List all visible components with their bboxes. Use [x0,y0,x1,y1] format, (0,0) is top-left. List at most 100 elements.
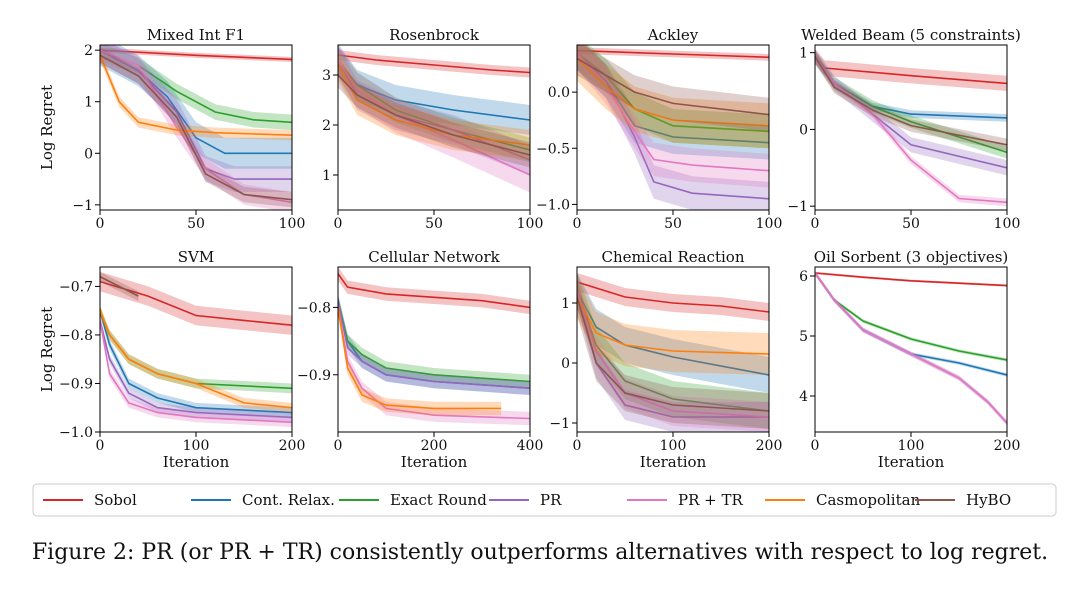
band-exact-round [338,293,530,389]
y-tick-label: 5 [799,329,808,345]
chart-title: Rosenbrock [389,26,480,44]
series-line-casmopolitan [100,310,292,409]
y-tick-label: 1 [799,46,808,62]
y-axis-label: Log Regret [38,85,56,170]
legend: Sobol Cont. Relax. Exact Round PR PR + TR Cas… [32,483,1057,517]
band-sobol [577,273,769,321]
series-line-pr-tr [338,307,530,420]
chart-title: Oil Sorbent (3 objectives) [814,248,1009,266]
plot-area [100,271,292,428]
y-tick-label: 1 [322,168,331,184]
band-pr-tr [577,45,769,188]
band-sobol [338,267,530,315]
band-cont-relax [100,305,292,418]
legend-label: Exact Round [390,491,487,509]
x-tick-label: 200 [421,438,448,454]
band-hybo [100,47,292,208]
series-line-casmopolitan [577,57,769,127]
band-sobol [815,48,1007,91]
panel-rosenbrock: Rosenbrock 0 50 100 1 2 3 [322,26,543,232]
band-sobol [100,271,292,335]
legend-label: PR [540,491,562,509]
plot-area [338,267,530,426]
x-tick-label: 100 [517,216,544,232]
y-tick-label: 0 [561,356,570,372]
legend-item-casmopolitan: Casmopolitan [765,491,921,509]
legend-item-pr: PR [489,491,562,509]
chart-title: SVM [178,248,214,266]
y-tick-label: 6 [799,269,808,285]
x-axis-label: Iteration [163,453,230,471]
legend-item-pr-tr: PR + TR [627,491,743,509]
y-tick-label: −0.9 [59,376,93,392]
series-line-pr [100,320,292,419]
y-tick-label: −0.8 [297,300,331,316]
panel-ackley: Ackley 0 50 100 −1.0 −0.5 0.0 [536,26,782,232]
band-cont-relax [577,273,769,393]
series-line-sobol [100,280,292,326]
series-line-sobol [100,49,292,61]
x-tick-label: 50 [664,216,682,232]
series-line-pr [338,300,530,389]
band-cont-relax [815,271,1007,377]
series-line-hybo [100,275,139,297]
legend-label: HyBO [966,491,1011,509]
series-line-hybo [100,54,292,201]
series-line-hybo [338,74,530,156]
series-line-exact-round [815,272,1007,361]
series-line-casmopolitan [577,296,769,355]
plot-area [815,48,1007,207]
y-tick-label: −1.0 [536,197,570,213]
y-axis-label: Log Regret [38,307,56,392]
band-casmopolitan [100,50,292,141]
legend-box [32,483,1057,517]
band-pr [338,293,530,395]
x-tick-label: 100 [994,216,1021,232]
panel-cellular-network: Cellular Network 0 200 400 −0.9 −0.8 Iteration [297,248,543,471]
x-axis-label: Iteration [640,453,707,471]
chart-title: Chemical Reaction [602,248,745,266]
panel-svm: SVM 0 100 200 −1.0 −0.9 −0.8 −0.7 Iteration Log R… [38,248,305,471]
x-tick-label: 200 [279,438,306,454]
plot-area [815,270,1007,426]
series-line-pr [815,272,1007,424]
x-tick-label: 50 [425,216,443,232]
legend-label: Cont. Relax. [242,491,335,509]
band-casmopolitan [338,300,502,416]
series-line-cont-relax [815,272,1007,376]
legend-label: Casmopolitan [816,491,921,509]
series-line-casmopolitan [100,54,292,136]
y-tick-label: −1 [549,416,570,432]
y-tick-label: 1 [561,296,570,312]
x-tick-label: 0 [334,216,343,232]
plot-frame [814,266,1008,433]
y-tick-label: 2 [322,118,331,134]
chart-title: Ackley [647,26,699,44]
series-line-casmopolitan [338,307,502,410]
band-cont-relax [338,293,530,395]
x-tick-label: 0 [96,216,105,232]
band-casmopolitan [100,305,292,413]
y-tick-label: −0.5 [536,141,570,157]
x-tick-label: 0 [573,438,582,454]
series-line-sobol [815,272,1007,287]
y-tick-label: −1.0 [59,425,93,441]
legend-label: PR + TR [678,491,743,509]
plot-area [577,273,769,432]
series-line-sobol [338,273,530,309]
legend-label: Sobol [94,491,137,509]
band-pr [577,45,769,210]
y-tick-label: 0 [84,146,93,162]
band-pr-tr [338,45,530,193]
band-hybo [577,279,769,429]
band-cont-relax [338,45,530,135]
figure-caption: Figure 2: PR (or PR + TR) consistently o… [31,540,1049,565]
legend-item-exact-round: Exact Round [339,491,487,509]
x-tick-label: 100 [183,438,210,454]
x-tick-label: 400 [517,438,544,454]
band-pr-tr [338,300,530,426]
y-tick-label: −1 [787,199,808,215]
